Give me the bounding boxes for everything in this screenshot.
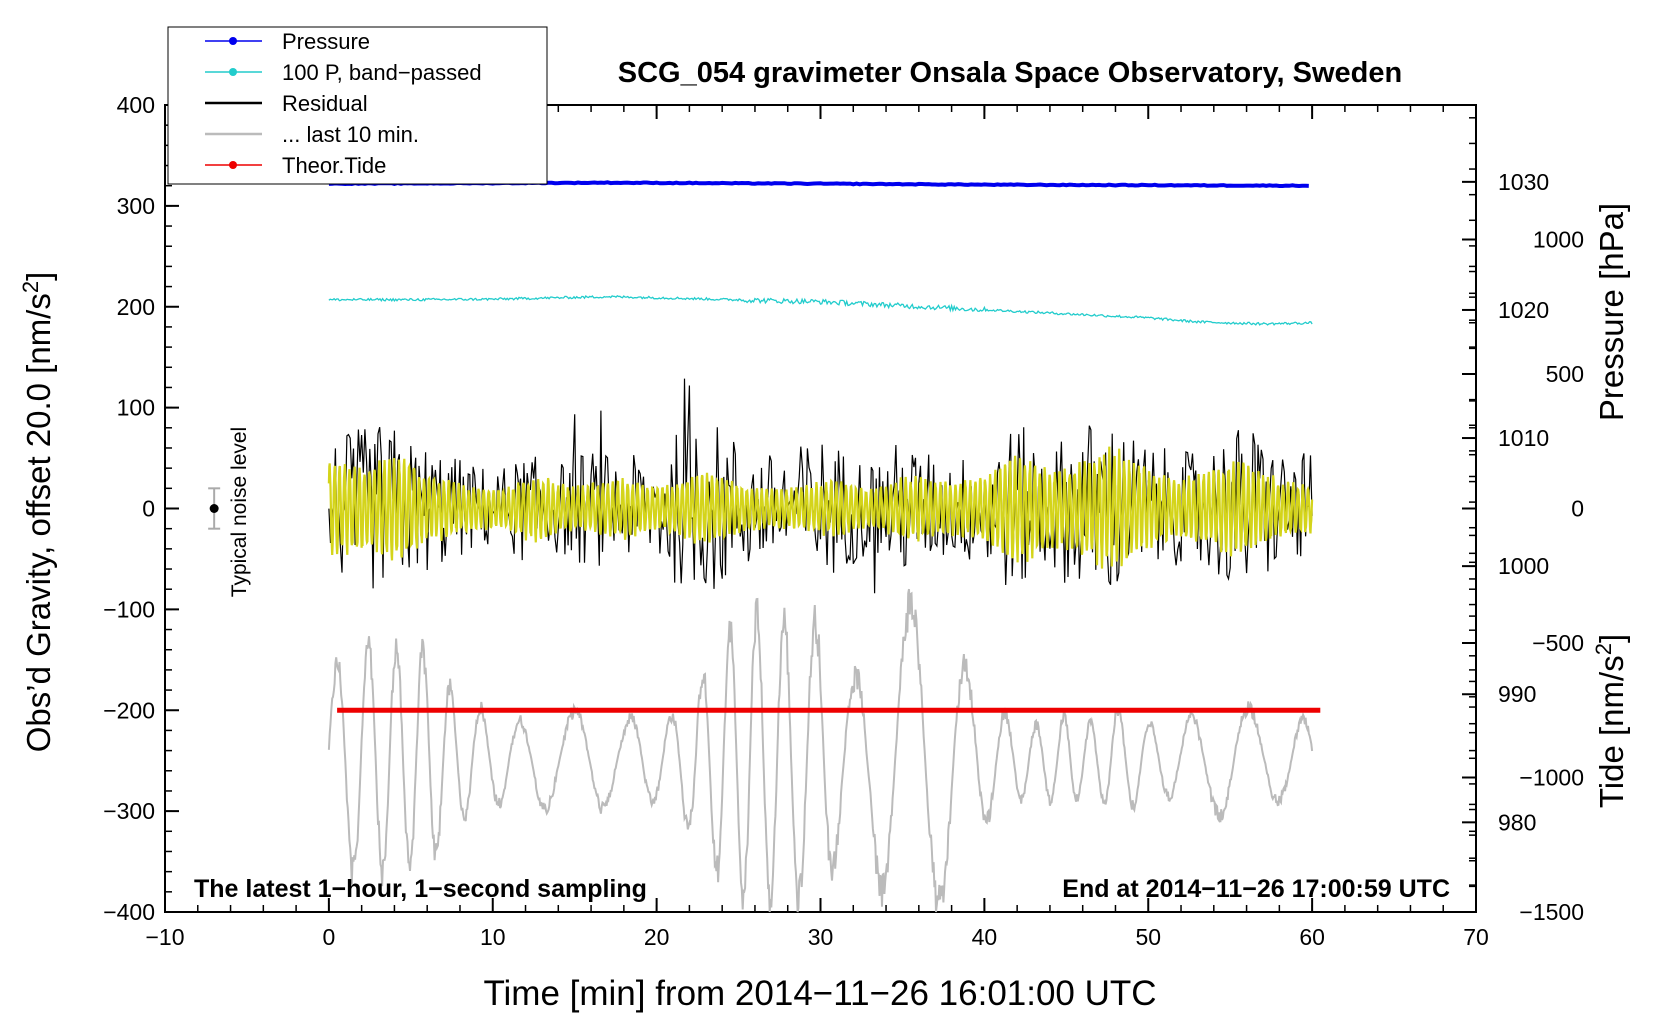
x-tick-label: 60 <box>1299 924 1325 950</box>
pressure-tick-label: 980 <box>1498 809 1536 835</box>
annotation-sampling: The latest 1−hour, 1−second sampling <box>194 875 647 903</box>
legend: Pressure 100 P, band−passed Residual ... la… <box>167 26 548 185</box>
pressure-tick-label: 1000 <box>1498 553 1549 579</box>
y-tick-label: −200 <box>103 697 155 723</box>
tide-tick-label: −1500 <box>1519 899 1584 925</box>
legend-label: 100 P, band−passed <box>282 60 482 85</box>
x-axis-label: Time [min] from 2014−11−26 16:01:00 UTC <box>483 974 1156 1013</box>
pressure-axis-label: Pressure [hPa] <box>1593 203 1630 421</box>
series-layer <box>327 180 1321 913</box>
y-tick-label: 0 <box>142 496 155 522</box>
tide-axis-label: Tide [nm/s2] <box>1591 634 1630 808</box>
pressure-tick-label: 990 <box>1498 681 1536 707</box>
y-axis-label-left-close: ] <box>20 272 57 281</box>
legend-label: Pressure <box>282 29 370 54</box>
y-axis-label-left: Obs’d Gravity, offset 20.0 [nm/s2] <box>18 272 57 753</box>
tide-tick-label: 500 <box>1546 361 1584 387</box>
series-pressure-bandpassed <box>328 294 1313 326</box>
noise-dot <box>209 504 219 513</box>
x-tick-label: 0 <box>322 924 335 950</box>
pressure-tick-label: 1020 <box>1498 297 1549 323</box>
annotation-end-time: End at 2014−11−26 17:00:59 UTC <box>1062 875 1450 903</box>
legend-items: Pressure 100 P, band−passed Residual ... la… <box>205 29 482 178</box>
chart-title: SCG_054 gravimeter Onsala Space Observat… <box>618 57 1402 89</box>
y-tick-label: −300 <box>103 798 155 824</box>
y-axis-label-left-sup: 2 <box>18 281 43 293</box>
legend-marker <box>229 68 237 76</box>
noise-indicator <box>208 487 221 530</box>
tick-layer: −10 0 10 20 30 40 50 60 70−400−300−200−100010020… <box>103 92 1584 950</box>
y-tick-label: −100 <box>103 596 155 622</box>
tide-tick-label: −1000 <box>1519 765 1584 791</box>
x-tick-label: −10 <box>145 924 184 950</box>
tide-tick-label: −500 <box>1532 630 1584 656</box>
tide-tick-label: 1000 <box>1533 227 1584 253</box>
series-last-10-min <box>327 588 1314 913</box>
legend-box <box>167 26 548 185</box>
y-tick-label: 400 <box>117 92 155 118</box>
pressure-tick-label: 1030 <box>1498 169 1549 195</box>
legend-marker <box>229 161 237 169</box>
x-tick-label: 20 <box>644 924 670 950</box>
pressure-tick-label: 1010 <box>1498 425 1549 451</box>
x-tick-label: 30 <box>808 924 834 950</box>
noise-label: Typical noise level <box>228 427 251 597</box>
legend-label: Residual <box>282 91 368 116</box>
y-tick-label: 300 <box>117 193 155 219</box>
legend-label: Theor.Tide <box>282 153 386 178</box>
y-tick-label: 200 <box>117 294 155 320</box>
tide-axis-label-sup: 2 <box>1591 643 1616 655</box>
y-tick-label: 100 <box>117 395 155 421</box>
x-tick-label: 70 <box>1463 924 1489 950</box>
y-tick-label: −400 <box>103 899 155 925</box>
tide-tick-label: 0 <box>1571 496 1584 522</box>
tide-axis-label-close: ] <box>1593 634 1630 643</box>
legend-marker <box>229 37 237 45</box>
y-axis-label-left-main: Obs’d Gravity, offset 20.0 [nm/s <box>20 293 57 752</box>
x-tick-label: 40 <box>972 924 998 950</box>
x-tick-label: 10 <box>480 924 506 950</box>
legend-label: ... last 10 min. <box>282 122 419 147</box>
series-residual-bandpassed <box>327 446 1314 569</box>
x-tick-label: 50 <box>1135 924 1161 950</box>
tide-axis-label-main: Tide [nm/s <box>1593 655 1630 808</box>
